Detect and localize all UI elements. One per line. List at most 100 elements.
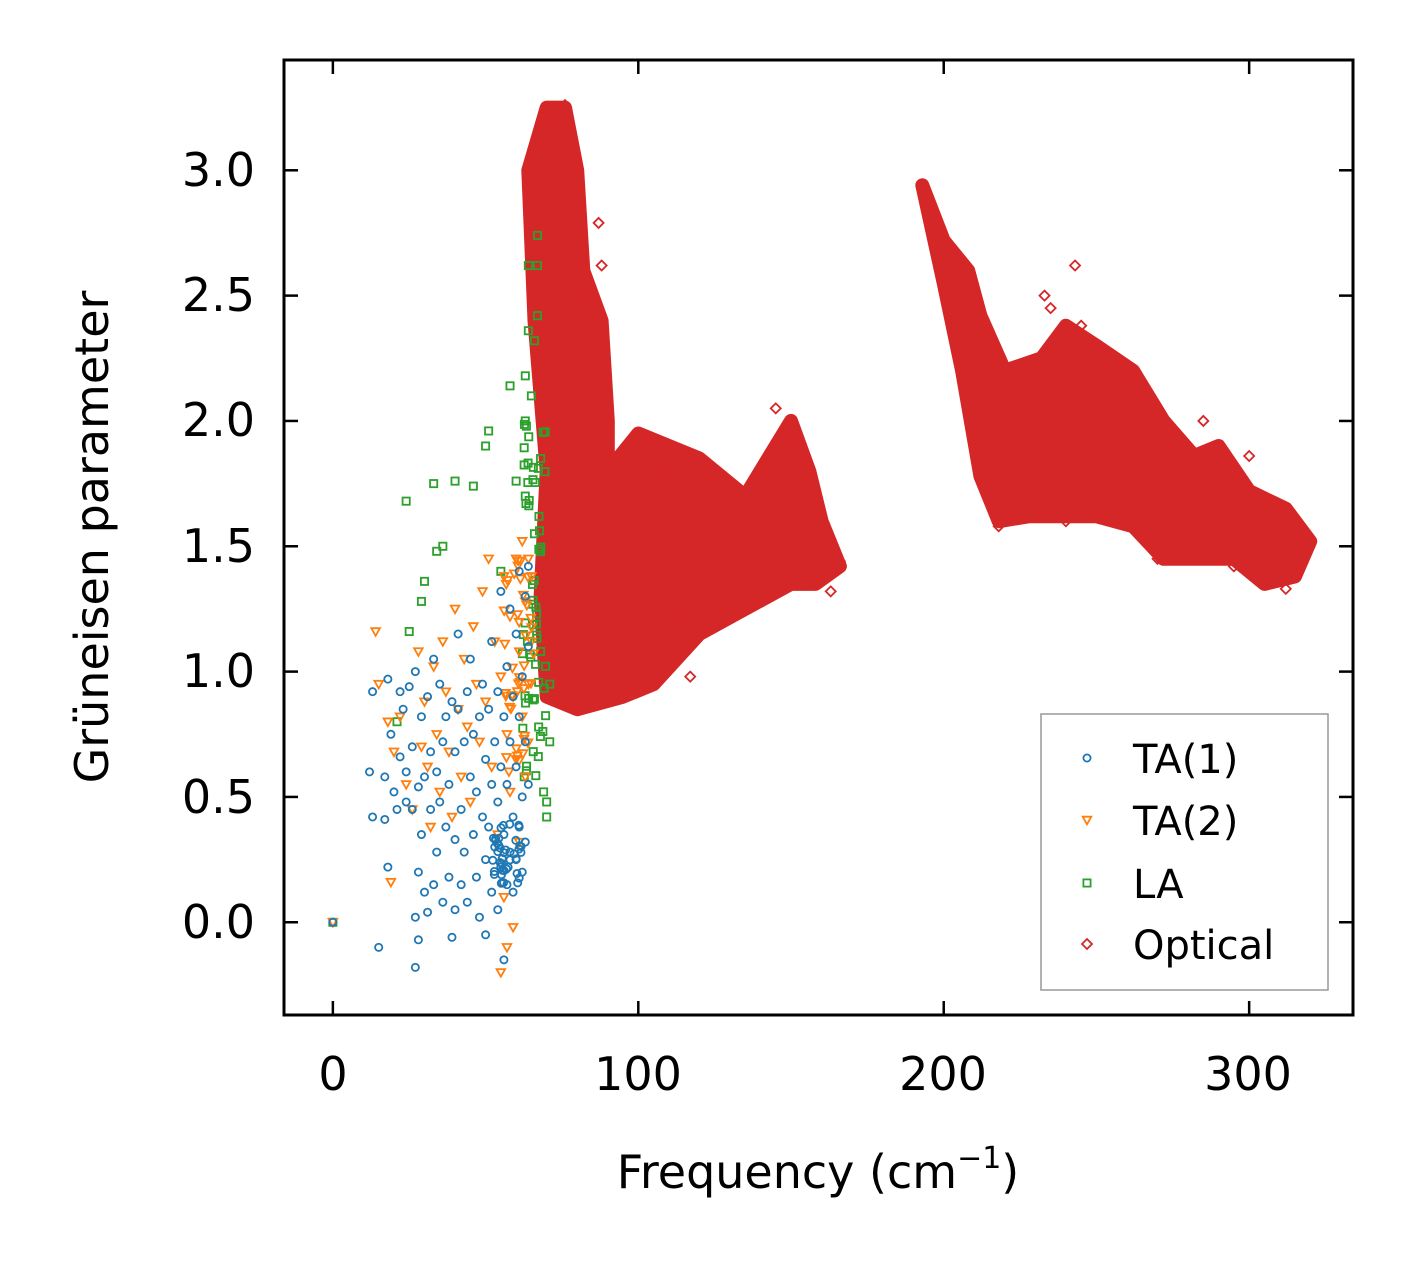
marker-ta1 xyxy=(481,754,491,764)
marker-optical xyxy=(833,555,847,568)
marker-ta2 xyxy=(464,797,477,809)
legend-frame xyxy=(1040,713,1329,991)
marker-ta1 xyxy=(468,830,478,840)
marker-la xyxy=(521,421,531,431)
marker-la xyxy=(531,659,541,669)
marker-ta1 xyxy=(523,561,533,571)
marker-ta1 xyxy=(508,887,518,897)
marker-la xyxy=(541,661,551,671)
marker-ta1 xyxy=(453,629,463,639)
marker-ta1 xyxy=(487,637,497,647)
marker-ta2 xyxy=(455,772,467,784)
marker-ta2 xyxy=(436,637,449,648)
marker-optical xyxy=(1013,484,1027,498)
marker-la xyxy=(538,726,548,736)
marker-optical xyxy=(570,702,584,716)
marker-ta1 xyxy=(496,870,506,880)
marker-ta1 xyxy=(447,697,457,707)
marker-ta1 xyxy=(481,855,491,865)
marker-la xyxy=(505,381,515,391)
marker-ta2 xyxy=(449,604,461,616)
marker-ta1 xyxy=(512,868,522,878)
marker-la xyxy=(539,787,549,797)
marker-ta2 xyxy=(507,923,519,934)
legend-label-ta2: TA(2) xyxy=(1132,799,1238,845)
marker-ta2 xyxy=(500,753,513,764)
marker-la xyxy=(438,541,448,551)
marker-ta1 xyxy=(416,830,426,840)
marker-ta2 xyxy=(499,689,512,700)
marker-la xyxy=(535,731,545,741)
legend-label-optical: Optical xyxy=(1133,923,1274,969)
marker-ta1 xyxy=(423,907,433,917)
marker-optical xyxy=(1126,377,1140,390)
marker-ta1 xyxy=(462,897,472,907)
marker-ta1 xyxy=(419,772,429,782)
marker-ta2 xyxy=(510,744,523,755)
marker-la xyxy=(450,476,460,486)
marker-ta1 xyxy=(462,687,472,697)
marker-ta1 xyxy=(496,762,506,772)
marker-ta2 xyxy=(388,747,400,758)
marker-ta1 xyxy=(487,887,497,897)
marker-ta2 xyxy=(498,892,510,904)
marker-ta1 xyxy=(401,797,411,807)
marker-la xyxy=(533,230,543,240)
marker-optical xyxy=(595,259,608,272)
marker-ta1 xyxy=(456,804,466,814)
marker-ta1 xyxy=(508,812,518,822)
marker-ta1 xyxy=(389,787,399,797)
marker-ta1 xyxy=(441,712,451,722)
marker-ta1 xyxy=(441,822,451,832)
marker-ta1 xyxy=(368,687,378,697)
marker-la xyxy=(539,683,549,693)
marker-la xyxy=(529,336,539,346)
x-axis-title: Frequency (cm−1) xyxy=(617,1141,1020,1199)
marker-ta1 xyxy=(395,752,405,762)
marker-la xyxy=(536,542,546,552)
marker-ta2 xyxy=(525,613,537,625)
marker-la xyxy=(468,481,478,491)
marker-ta1 xyxy=(511,835,521,845)
marker-la xyxy=(528,462,538,472)
marker-ta2 xyxy=(500,691,512,703)
marker-la xyxy=(518,723,528,733)
marker-ta1 xyxy=(499,955,509,965)
marker-ta1 xyxy=(432,767,442,777)
marker-optical xyxy=(1242,449,1256,463)
marker-ta1 xyxy=(465,654,475,664)
marker-la xyxy=(534,511,544,521)
marker-la xyxy=(535,547,545,557)
marker-ta1 xyxy=(447,932,457,942)
x-tick-label: 300 xyxy=(1204,1047,1292,1101)
marker-ta2 xyxy=(511,610,524,621)
marker-ta2 xyxy=(512,556,525,567)
axis-ticks xyxy=(284,60,1353,1015)
marker-ta1 xyxy=(517,792,527,802)
y-tick-label: 1.0 xyxy=(182,644,255,698)
marker-ta1 xyxy=(374,942,384,952)
marker-la xyxy=(536,454,546,464)
marker-ta2 xyxy=(527,649,540,660)
marker-ta1 xyxy=(444,779,454,789)
marker-ta2 xyxy=(385,877,397,889)
marker-ta1 xyxy=(496,823,506,833)
marker-ta2 xyxy=(513,647,526,658)
marker-optical xyxy=(1297,540,1311,553)
marker-ta2 xyxy=(518,661,530,672)
marker-ta2 xyxy=(522,572,534,584)
marker-ta1 xyxy=(517,672,527,682)
marker-ta1 xyxy=(495,843,505,853)
marker-optical xyxy=(674,610,688,623)
marker-la xyxy=(528,747,538,757)
legend-marker-ta1 xyxy=(1082,753,1092,763)
marker-ta2 xyxy=(514,574,527,585)
marker-ta1 xyxy=(501,845,511,855)
marker-la xyxy=(541,711,551,721)
marker-ta1 xyxy=(407,804,417,814)
marker-ta2 xyxy=(498,639,511,651)
legend-marker-optical xyxy=(1080,937,1094,951)
marker-la xyxy=(523,326,533,336)
marker-ta1 xyxy=(489,866,499,876)
marker-optical xyxy=(1090,339,1103,353)
